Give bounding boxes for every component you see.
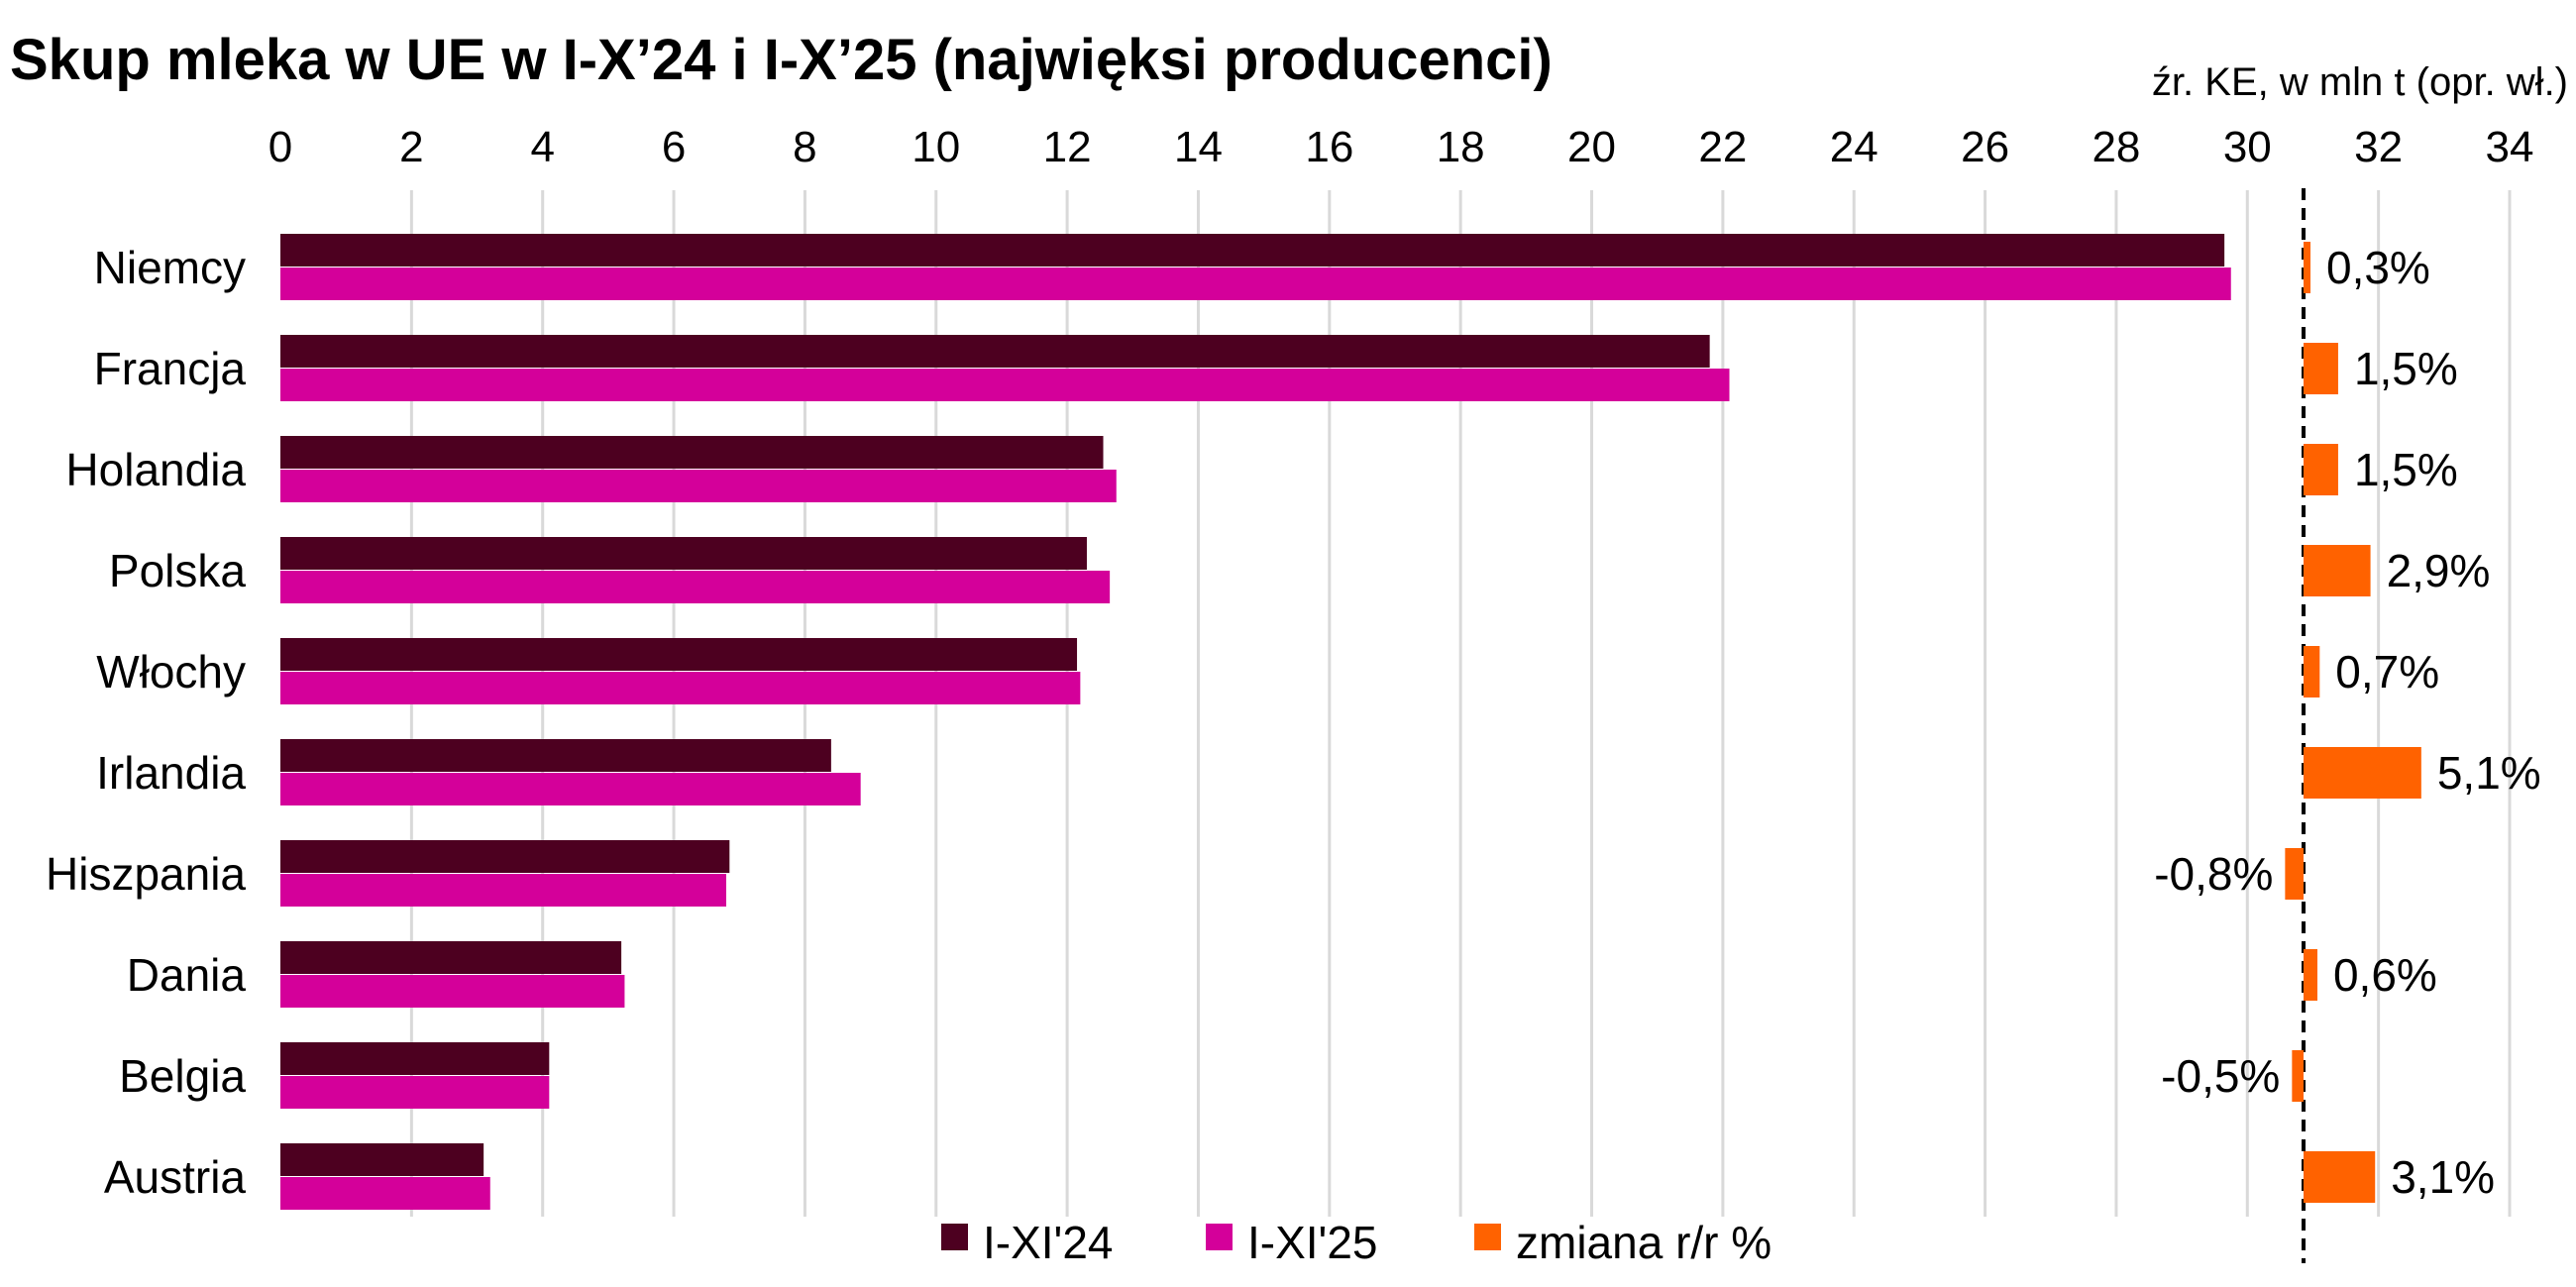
change-label: 3,1% (2391, 1151, 2495, 1203)
bar-2024 (280, 1042, 550, 1075)
category-label: Holandia (65, 444, 246, 495)
category-label: Dania (127, 949, 247, 1001)
change-label: 0,3% (2326, 242, 2430, 293)
legend: I-XI'24 I-XI'25 zmiana r/r % (941, 1217, 1771, 1268)
change-bar (2304, 545, 2371, 596)
bar-2024 (280, 638, 1078, 671)
bar-2025 (280, 1076, 550, 1109)
change-bar (2292, 1050, 2304, 1102)
bar-2025 (280, 571, 1111, 603)
x-tick-label: 10 (912, 123, 960, 171)
legend-swatch (1474, 1224, 1501, 1250)
bar-2025 (280, 1177, 490, 1210)
x-tick-label: 18 (1437, 123, 1485, 171)
change-label: 1,5% (2354, 444, 2458, 495)
bar-2025 (280, 874, 726, 907)
change-bar (2304, 646, 2320, 697)
legend-label: I-XI'25 (1247, 1217, 1378, 1268)
change-label: -0,8% (2154, 848, 2273, 900)
legend-label: I-XI'24 (983, 1217, 1114, 1268)
change-bar (2304, 1151, 2376, 1203)
category-label: Niemcy (94, 242, 246, 293)
category-labels: Niemcy Francja Holandia Polska Włochy Irlandi… (46, 242, 246, 1203)
category-label: Austria (104, 1151, 247, 1203)
legend-swatch (1206, 1224, 1233, 1250)
change-bar (2304, 242, 2310, 293)
x-tick-label: 6 (662, 123, 686, 171)
change-bar (2304, 747, 2421, 799)
bar-2025 (280, 773, 861, 805)
x-tick-label: 2 (399, 123, 423, 171)
change-bars: 0,3% 1,5% 1,5% 2,9% 0,7% 5,1% -0,8% 0,6% -0,5% 3,… (2154, 242, 2541, 1203)
bars (280, 234, 2231, 1210)
x-tick-label: 30 (2223, 123, 2272, 171)
change-label: 1,5% (2354, 343, 2458, 394)
category-label: Francja (94, 343, 247, 394)
x-axis-ticks: 0 2 4 6 8 10 12 14 16 18 20 22 24 26 28 30 32 34 (268, 123, 2534, 171)
x-tick-label: 24 (1830, 123, 1878, 171)
x-tick-label: 8 (793, 123, 816, 171)
category-label: Włochy (96, 646, 246, 697)
category-label: Hiszpania (46, 848, 246, 900)
bar-2025 (280, 672, 1081, 704)
category-label: Polska (109, 545, 246, 596)
source-note: źr. KE, w mln t (opr. wł.) (2152, 60, 2568, 104)
legend-swatch (941, 1224, 968, 1250)
change-bar (2304, 949, 2317, 1001)
x-tick-label: 22 (1698, 123, 1747, 171)
x-tick-label: 20 (1567, 123, 1616, 171)
x-tick-label: 14 (1174, 123, 1223, 171)
category-label: Irlandia (96, 747, 246, 799)
category-label: Belgia (119, 1050, 246, 1102)
x-tick-label: 16 (1305, 123, 1353, 171)
bar-2024 (280, 739, 831, 772)
bar-2024 (280, 941, 622, 974)
x-tick-label: 32 (2354, 123, 2403, 171)
change-label: 5,1% (2437, 747, 2541, 799)
x-tick-label: 12 (1043, 123, 1092, 171)
bar-2025 (280, 268, 2231, 300)
change-label: 2,9% (2387, 545, 2491, 596)
change-bar (2285, 848, 2304, 900)
x-tick-label: 26 (1961, 123, 2009, 171)
bar-2025 (280, 369, 1730, 401)
change-label: 0,6% (2333, 949, 2437, 1001)
legend-label: zmiana r/r % (1516, 1217, 1771, 1268)
x-tick-label: 34 (2486, 123, 2534, 171)
bar-2024 (280, 234, 2225, 267)
change-label: -0,5% (2161, 1050, 2280, 1102)
bar-2024 (280, 335, 1710, 368)
chart-title: Skup mleka w UE w I-X’24 i I-X’25 (najwi… (10, 28, 1553, 92)
change-label: 0,7% (2335, 646, 2439, 697)
x-tick-label: 28 (2092, 123, 2140, 171)
change-bar (2304, 343, 2338, 394)
x-tick-label: 0 (268, 123, 292, 171)
bar-2024 (280, 840, 730, 873)
bar-2025 (280, 470, 1117, 502)
bar-2024 (280, 537, 1087, 570)
bar-2024 (280, 1143, 484, 1176)
bar-2025 (280, 975, 625, 1008)
x-tick-label: 4 (530, 123, 554, 171)
bar-2024 (280, 436, 1104, 469)
change-bar (2304, 444, 2338, 495)
